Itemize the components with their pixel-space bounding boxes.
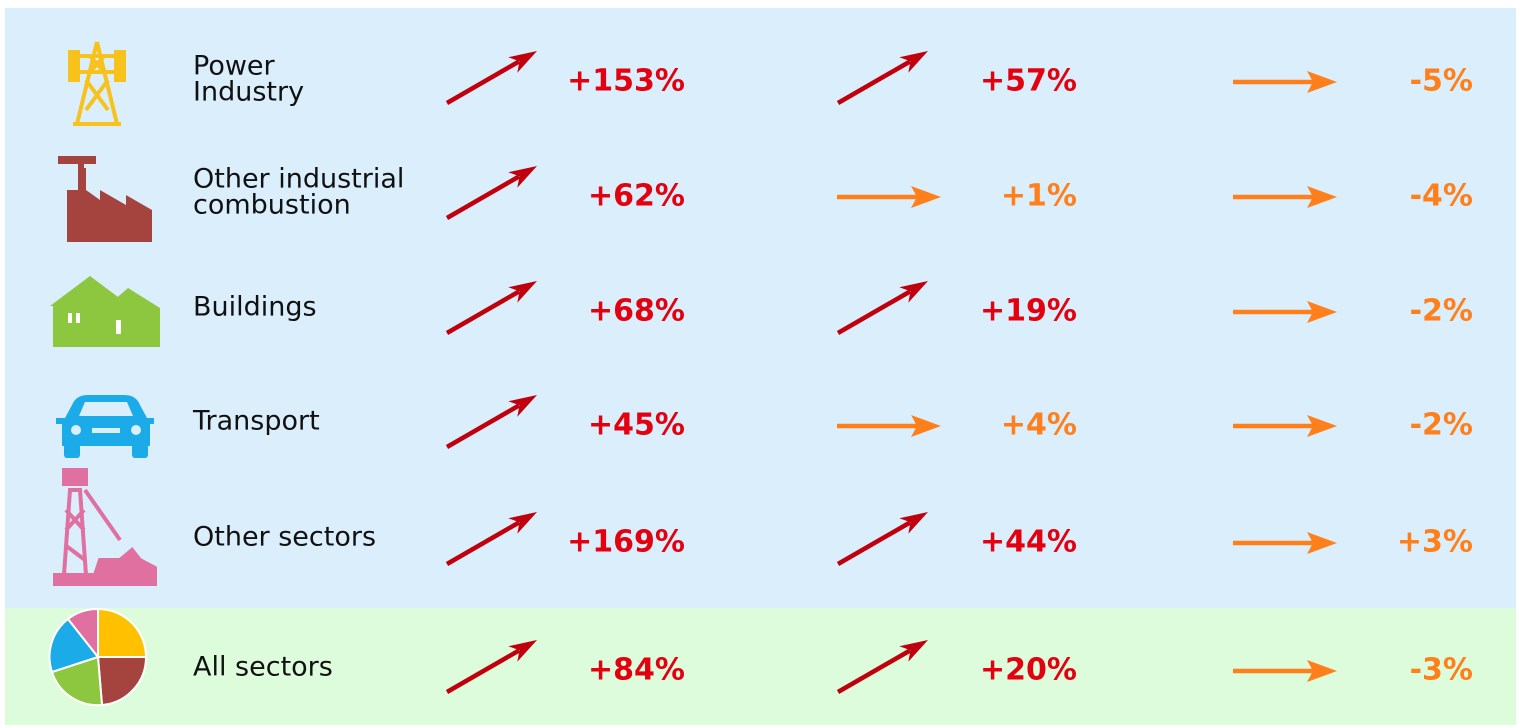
row-label: combustion — [193, 190, 351, 221]
value: +3% — [1397, 525, 1473, 560]
background-sectors — [5, 8, 1516, 608]
pie-icon — [48, 607, 148, 707]
pylon-icon — [68, 41, 126, 126]
mine-icon — [53, 468, 157, 586]
value: -4% — [1410, 179, 1473, 214]
value: +45% — [588, 408, 685, 443]
value: +4% — [1001, 408, 1077, 443]
value: -3% — [1410, 653, 1473, 688]
row-label: Transport — [192, 406, 320, 437]
value: +68% — [588, 294, 685, 329]
row-label: Industry — [193, 77, 304, 108]
value: +44% — [980, 525, 1077, 560]
row-label: Buildings — [193, 292, 317, 323]
factory-icon — [58, 156, 152, 242]
value: +153% — [567, 64, 685, 99]
house-icon — [50, 276, 160, 347]
value: -2% — [1410, 408, 1473, 443]
background-total — [5, 608, 1516, 725]
value: +57% — [980, 64, 1077, 99]
car-icon — [56, 395, 154, 458]
row-label: All sectors — [193, 652, 333, 683]
row-label: Power — [193, 51, 276, 82]
value: +169% — [567, 525, 685, 560]
value: +20% — [980, 653, 1077, 688]
value: -2% — [1410, 294, 1473, 329]
row-label: Other sectors — [193, 522, 376, 553]
value: +19% — [980, 294, 1077, 329]
value: +1% — [1001, 179, 1077, 214]
row-label: Other industrial — [193, 164, 404, 195]
value: +84% — [588, 653, 685, 688]
value: -5% — [1410, 64, 1473, 99]
value: +62% — [588, 179, 685, 214]
